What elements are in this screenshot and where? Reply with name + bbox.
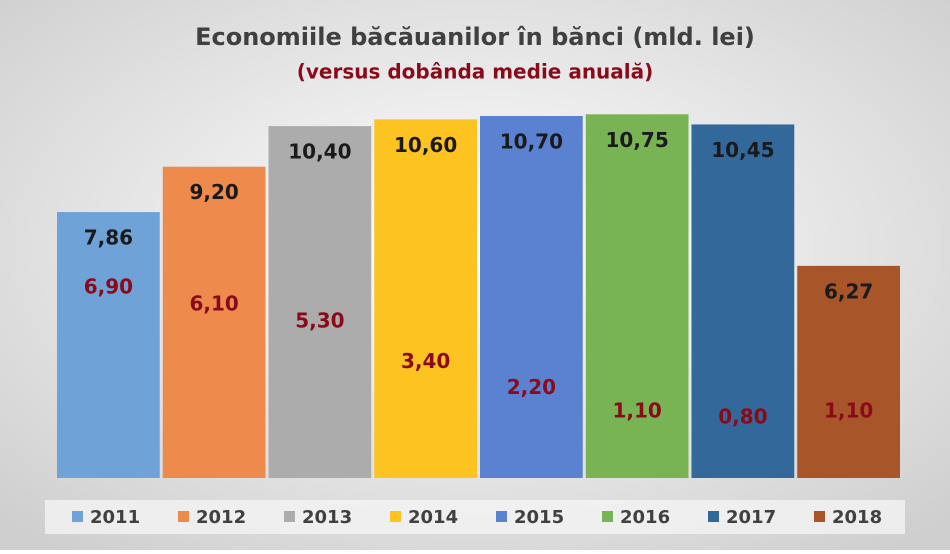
bar xyxy=(162,166,266,478)
legend-swatch xyxy=(496,511,507,522)
bar xyxy=(797,265,900,478)
rate-label: 0,80 xyxy=(718,405,767,429)
legend-swatch xyxy=(178,511,189,522)
bar xyxy=(691,124,795,479)
value-label: 9,20 xyxy=(189,180,238,204)
legend-label: 2016 xyxy=(620,507,670,528)
bar xyxy=(268,126,372,478)
rate-label: 1,10 xyxy=(824,398,873,422)
value-label: 6,27 xyxy=(824,279,873,303)
rate-label: 1,10 xyxy=(612,398,661,422)
legend-label: 2012 xyxy=(196,507,246,528)
bar xyxy=(585,114,689,479)
value-label: 10,75 xyxy=(605,128,668,152)
legend-swatch xyxy=(72,511,83,522)
legend-label: 2017 xyxy=(726,507,776,528)
value-label: 7,86 xyxy=(84,226,133,250)
legend-swatch xyxy=(390,511,401,522)
legend-label: 2015 xyxy=(514,507,564,528)
value-label: 10,60 xyxy=(394,133,457,157)
bar xyxy=(57,212,160,478)
value-label: 10,45 xyxy=(711,138,774,162)
value-label: 10,70 xyxy=(500,129,563,153)
legend-label: 2014 xyxy=(408,507,458,528)
legend-label: 2018 xyxy=(832,507,882,528)
rate-label: 6,90 xyxy=(84,274,133,298)
rate-label: 6,10 xyxy=(189,291,238,315)
legend-label: 2011 xyxy=(90,507,140,528)
bar xyxy=(480,115,583,478)
rate-label: 2,20 xyxy=(507,375,556,399)
chart-subtitle: (versus dobânda medie anuală) xyxy=(297,60,654,84)
legend-swatch xyxy=(708,511,719,522)
legend-label: 2013 xyxy=(302,507,352,528)
legend-swatch xyxy=(602,511,613,522)
legend-swatch xyxy=(814,511,825,522)
rate-label: 3,40 xyxy=(401,349,450,373)
chart-title: Economiile băcăuanilor în bănci (mld. le… xyxy=(195,23,755,51)
value-label: 10,40 xyxy=(288,140,351,164)
legend-swatch xyxy=(284,511,295,522)
bar xyxy=(374,119,477,478)
rate-label: 5,30 xyxy=(295,309,344,333)
